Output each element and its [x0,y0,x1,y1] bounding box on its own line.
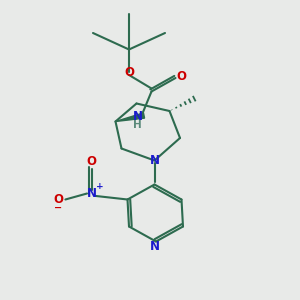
Text: N: N [86,187,97,200]
Text: N: N [149,239,160,253]
Text: O: O [176,70,186,83]
Text: H: H [133,120,142,130]
Text: O: O [124,65,134,79]
Polygon shape [116,113,145,122]
Text: O: O [86,155,97,169]
Text: −: − [54,203,63,213]
Text: O: O [53,193,64,206]
Text: N: N [132,110,142,124]
Text: +: + [96,182,104,191]
Text: N: N [149,154,160,167]
